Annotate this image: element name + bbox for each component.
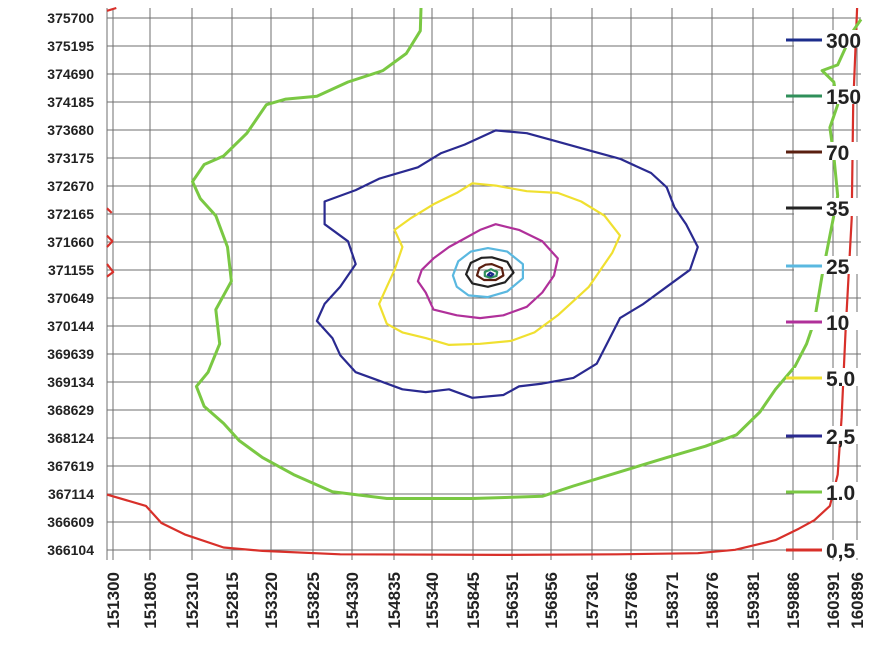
y-tick-label: 375700	[47, 10, 94, 26]
y-tick-label: 373680	[47, 122, 94, 138]
y-tick-label: 375195	[47, 38, 94, 54]
contour-70	[475, 263, 505, 282]
contour-0-5	[106, 7, 859, 557]
legend-background	[794, 256, 866, 274]
x-tick-label: 155340	[423, 572, 442, 629]
x-tick-label: 153825	[304, 572, 323, 629]
x-tick-label: 154835	[385, 572, 404, 629]
legend-label: 25	[826, 256, 850, 279]
contour-300	[486, 271, 495, 278]
contour-10	[416, 223, 559, 320]
contour-0-5	[106, 6, 117, 12]
y-tick-label: 366609	[47, 514, 94, 530]
legend-background	[794, 482, 866, 500]
contour-lines	[106, 6, 863, 557]
legend-background	[794, 86, 866, 104]
legend-label: 10	[826, 312, 849, 335]
contour-35	[465, 256, 515, 288]
x-axis-tick-labels: 151300 151805 152310 152815 153320 153825 1543…	[104, 572, 867, 629]
legend-label: 5.0	[826, 368, 855, 391]
plot-background	[107, 8, 861, 560]
x-tick-label: 157361	[583, 572, 602, 629]
y-tick-label: 374690	[47, 66, 94, 82]
x-tick-label: 160391	[824, 572, 843, 629]
y-tick-label: 369134	[47, 374, 94, 390]
legend-background	[794, 312, 866, 330]
y-tick-label: 367619	[47, 458, 94, 474]
legend-label: 1.0	[826, 482, 855, 505]
contour-0-5	[106, 263, 115, 278]
legend-label: 35	[826, 198, 850, 221]
legend-label: 70	[826, 142, 849, 165]
legend-background	[794, 426, 866, 444]
x-tick-label: 154330	[343, 572, 362, 629]
contour-5-0	[378, 182, 622, 346]
x-tick-label: 151300	[104, 572, 123, 629]
y-tick-label: 368124	[47, 430, 94, 446]
x-tick-label: 160896	[848, 572, 867, 629]
contour-1-0	[191, 7, 863, 500]
contour-0-5	[106, 234, 114, 248]
x-tick-label: 156351	[503, 572, 522, 629]
x-tick-label: 158371	[663, 572, 682, 629]
y-tick-label: 374185	[47, 94, 94, 110]
y-tick-label: 370649	[47, 290, 94, 306]
x-tick-label: 151805	[141, 572, 160, 629]
x-tick-label: 158876	[703, 572, 722, 629]
legend-background	[794, 198, 866, 216]
legend: 300 150 70 35 25 10 5.0 2,5 1.0 0,5	[786, 30, 866, 563]
y-tick-label: 372165	[47, 206, 94, 222]
y-tick-label: 373175	[47, 150, 94, 166]
contour-150	[483, 268, 499, 279]
x-tick-label: 157866	[622, 572, 641, 629]
legend-label: 300	[826, 30, 861, 53]
contour-0-5	[106, 207, 113, 214]
legend-background	[794, 30, 866, 48]
contour-2-5	[315, 129, 699, 399]
x-tick-label: 159381	[744, 572, 763, 629]
y-tick-label: 371660	[47, 234, 94, 250]
legend-label: 150	[826, 86, 861, 109]
legend-background	[794, 540, 866, 558]
x-tick-label: 153320	[262, 572, 281, 629]
y-tick-label: 368629	[47, 402, 94, 418]
y-tick-label: 367114	[48, 486, 94, 502]
x-tick-label: 156856	[542, 572, 561, 629]
x-tick-label: 155845	[464, 572, 483, 629]
legend-background	[794, 142, 866, 160]
y-tick-label: 371155	[48, 262, 94, 278]
y-tick-label: 366104	[47, 542, 94, 558]
contour-25	[451, 247, 525, 299]
legend-label: 0,5	[826, 540, 856, 563]
x-tick-label: 159886	[784, 572, 803, 629]
x-tick-label: 152815	[223, 572, 242, 629]
y-tick-label: 369639	[47, 346, 94, 362]
legend-background	[794, 368, 866, 386]
legend-label: 2,5	[826, 426, 856, 449]
y-tick-label: 372670	[47, 178, 94, 194]
y-tick-label: 370144	[47, 318, 94, 334]
y-axis-tick-labels: 375700 375195 374690 374185 373680 373175 3726…	[47, 10, 94, 558]
x-tick-label: 152310	[183, 572, 202, 629]
